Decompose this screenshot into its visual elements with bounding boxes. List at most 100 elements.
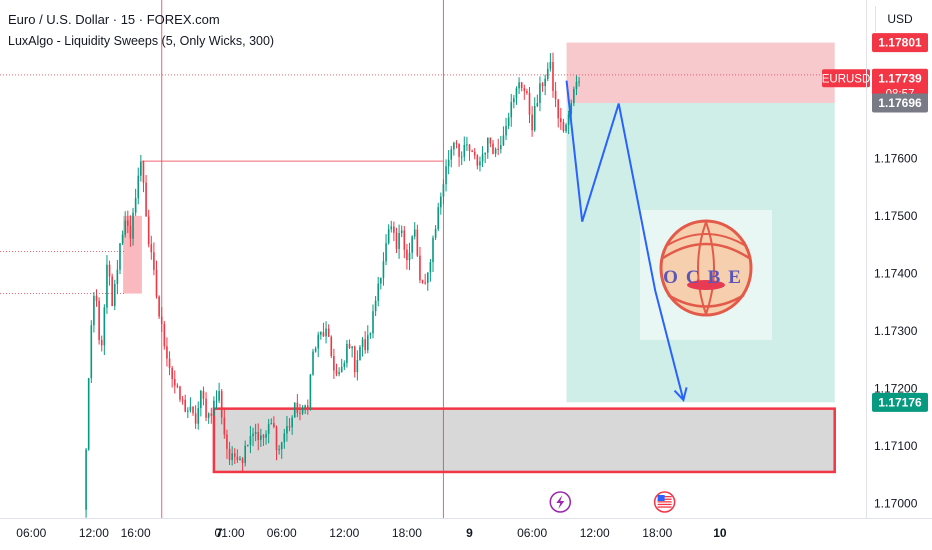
candle-body[interactable] xyxy=(194,413,197,424)
candle-body[interactable] xyxy=(233,453,236,457)
candle-body[interactable] xyxy=(140,161,142,176)
candle-body[interactable] xyxy=(171,367,173,379)
candle-body[interactable] xyxy=(460,156,463,158)
candle-body[interactable] xyxy=(93,295,95,326)
candle-body[interactable] xyxy=(249,436,252,445)
candle-body[interactable] xyxy=(382,261,385,278)
candle-body[interactable] xyxy=(181,399,184,401)
candle-body[interactable] xyxy=(400,230,403,234)
candle-body[interactable] xyxy=(205,398,207,418)
candle-body[interactable] xyxy=(153,252,155,270)
candle-body[interactable] xyxy=(434,229,437,238)
candle-body[interactable] xyxy=(570,103,573,115)
candle-body[interactable] xyxy=(291,417,293,428)
candle-body[interactable] xyxy=(385,243,387,262)
candle-body[interactable] xyxy=(210,413,213,416)
candle-body[interactable] xyxy=(377,283,380,301)
candle-body[interactable] xyxy=(476,155,479,166)
candle-body[interactable] xyxy=(85,449,87,510)
candle-body[interactable] xyxy=(578,81,580,83)
candle-body[interactable] xyxy=(364,339,366,351)
candle-body[interactable] xyxy=(502,135,505,146)
candle-body[interactable] xyxy=(111,276,113,306)
candle-body[interactable] xyxy=(327,328,330,337)
candle-body[interactable] xyxy=(390,226,393,230)
candle-body[interactable] xyxy=(544,78,546,86)
candle-body[interactable] xyxy=(260,435,262,441)
candle-body[interactable] xyxy=(283,433,286,443)
candle-body[interactable] xyxy=(215,400,218,402)
candle-body[interactable] xyxy=(447,159,450,167)
candle-body[interactable] xyxy=(134,198,137,213)
candle-body[interactable] xyxy=(116,269,119,285)
candle-body[interactable] xyxy=(179,386,181,400)
candle-body[interactable] xyxy=(372,311,374,334)
candle-body[interactable] xyxy=(479,161,481,166)
candle-body[interactable] xyxy=(466,144,468,146)
candle-body[interactable] xyxy=(442,184,445,197)
candle-body[interactable] xyxy=(246,444,249,446)
candle-body[interactable] xyxy=(440,196,442,208)
candle-body[interactable] xyxy=(145,182,147,217)
candle-body[interactable] xyxy=(293,402,296,418)
candle-body[interactable] xyxy=(106,264,108,308)
candle-body[interactable] xyxy=(265,433,267,438)
candle-body[interactable] xyxy=(445,166,447,185)
candle-body[interactable] xyxy=(244,445,247,464)
candle-body[interactable] xyxy=(218,391,220,401)
candle-body[interactable] xyxy=(552,62,554,91)
candle-body[interactable] xyxy=(406,249,408,261)
candle-body[interactable] xyxy=(411,236,413,253)
candle-body[interactable] xyxy=(437,207,440,230)
candle-body[interactable] xyxy=(330,336,333,357)
candle-body[interactable] xyxy=(473,151,476,156)
candle-body[interactable] xyxy=(87,378,90,450)
candle-body[interactable] xyxy=(541,83,544,86)
events-layer[interactable] xyxy=(549,491,676,513)
candle-body[interactable] xyxy=(489,137,492,144)
candle-body[interactable] xyxy=(507,117,510,127)
candle-body[interactable] xyxy=(288,426,291,428)
candle-body[interactable] xyxy=(304,405,306,408)
candle-body[interactable] xyxy=(220,391,223,418)
candle-body[interactable] xyxy=(450,149,453,160)
candle-body[interactable] xyxy=(223,417,226,435)
candle-body[interactable] xyxy=(252,433,254,437)
candle-body[interactable] xyxy=(314,348,317,352)
candle-body[interactable] xyxy=(387,229,390,244)
candle-body[interactable] xyxy=(463,144,466,157)
candle-body[interactable] xyxy=(533,106,536,131)
candle-body[interactable] xyxy=(353,346,356,373)
candle-body[interactable] xyxy=(562,121,565,132)
short-position-risk-zone[interactable] xyxy=(566,42,835,104)
candle-body[interactable] xyxy=(413,229,416,237)
candle-body[interactable] xyxy=(505,126,507,136)
candle-body[interactable] xyxy=(426,272,429,283)
candle-body[interactable] xyxy=(100,340,103,346)
candle-body[interactable] xyxy=(393,226,395,233)
candle-body[interactable] xyxy=(228,448,231,461)
candle-body[interactable] xyxy=(129,225,132,239)
candle-body[interactable] xyxy=(494,148,497,154)
candle-body[interactable] xyxy=(231,453,233,461)
candle-body[interactable] xyxy=(374,300,377,312)
candle-body[interactable] xyxy=(158,296,160,317)
candle-body[interactable] xyxy=(531,114,533,131)
candle-body[interactable] xyxy=(226,434,228,449)
candle-body[interactable] xyxy=(539,83,541,104)
candle-body[interactable] xyxy=(348,343,351,349)
candle-body[interactable] xyxy=(356,360,359,373)
candle-body[interactable] xyxy=(346,343,348,364)
candle-body[interactable] xyxy=(207,413,210,418)
candle-body[interactable] xyxy=(90,325,93,379)
candle-body[interactable] xyxy=(458,143,460,157)
candle-body[interactable] xyxy=(335,370,338,374)
candle-body[interactable] xyxy=(468,144,471,152)
candle-body[interactable] xyxy=(343,363,346,367)
candle-body[interactable] xyxy=(536,103,539,107)
candle-body[interactable] xyxy=(202,391,205,399)
indicator-title[interactable]: LuxAlgo - Liquidity Sweeps (5, Only Wick… xyxy=(8,34,275,48)
candle-body[interactable] xyxy=(481,154,484,162)
candle-body[interactable] xyxy=(455,142,458,144)
projection-path-line[interactable] xyxy=(565,80,685,401)
